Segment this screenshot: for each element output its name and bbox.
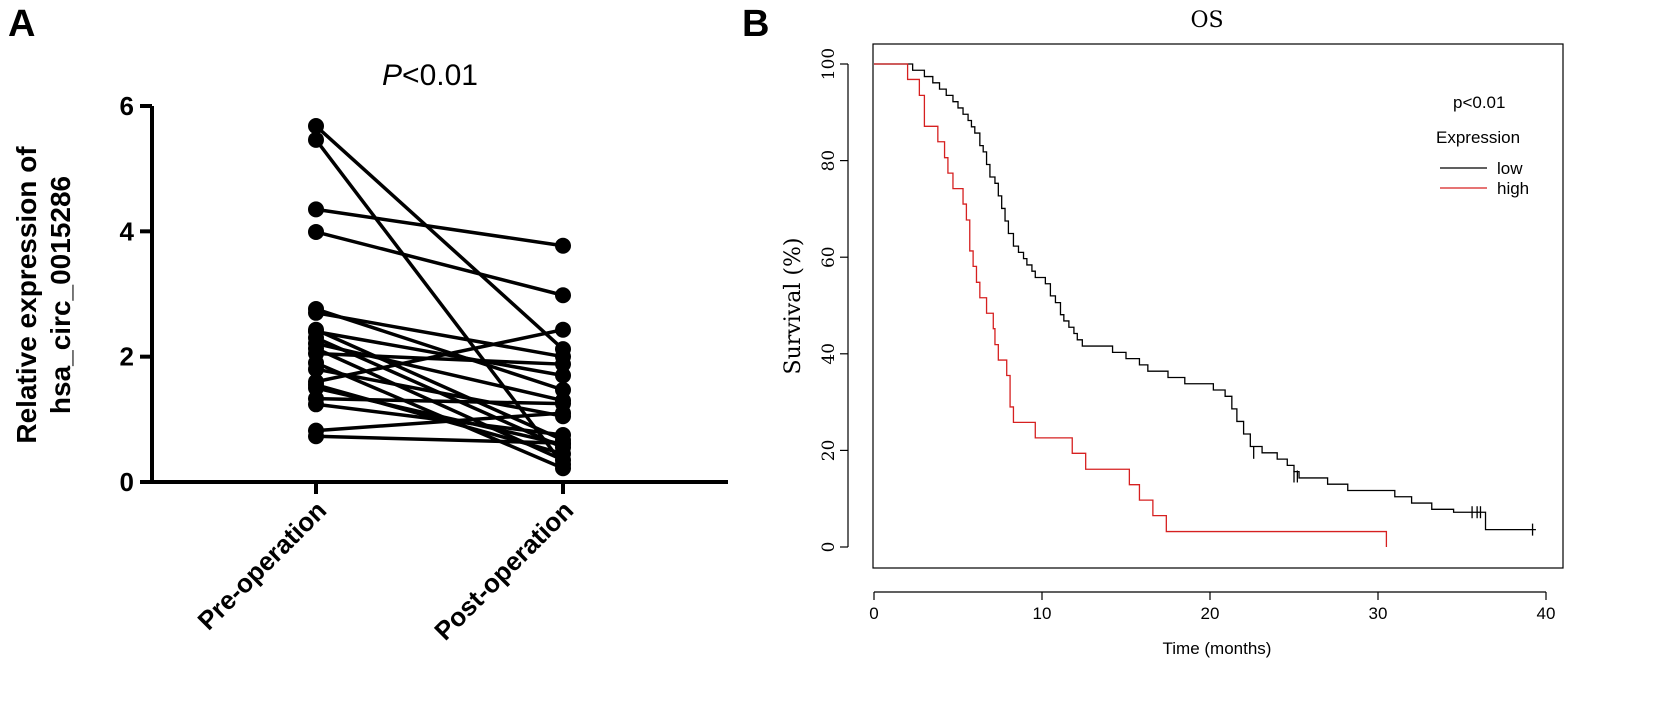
chart-b-y-tick-label: 80	[819, 150, 839, 172]
legend-label-high: high	[1497, 179, 1529, 198]
pre-operation-point	[308, 131, 324, 148]
chart-b-curves	[874, 63, 1536, 547]
chart-b-xlabel: Time (months)	[1163, 639, 1272, 658]
post-operation-point	[555, 405, 571, 422]
chart-b-y-tick-label: 60	[819, 246, 839, 268]
chart-b-p-value: p<0.01	[1453, 93, 1505, 112]
chart-a-title: P<0.01	[382, 59, 478, 92]
pair-line	[315, 328, 564, 442]
chart-b-y-tick-label: 100	[819, 48, 839, 80]
chart-b-x-tick-label: 0	[869, 604, 878, 623]
chart-b-x-tick-label: 40	[1537, 604, 1556, 623]
chart-a-ylabel-line2: hsa_circ_0015286	[45, 176, 76, 414]
pair-line	[315, 386, 564, 447]
legend-label-low: low	[1497, 159, 1523, 178]
post-operation-point	[555, 321, 571, 338]
chart-a-category-label: Pre-operation	[192, 495, 333, 636]
chart-a-category-label: Post-operation	[428, 495, 579, 646]
km-curve-high	[874, 63, 1388, 547]
pre-operation-point	[308, 304, 324, 321]
pair-line	[315, 230, 564, 297]
chart-b-x-tick-label: 10	[1033, 604, 1052, 623]
pre-operation-point	[308, 428, 324, 445]
pre-operation-point	[308, 396, 324, 413]
pre-operation-point	[308, 223, 324, 240]
chart-a-ylabel: Relative expression of hsa_circ_0015286	[11, 146, 76, 444]
pair-line	[315, 329, 564, 378]
pre-operation-point	[308, 118, 324, 135]
post-operation-point	[555, 460, 571, 477]
chart-b-title: OS	[1190, 8, 1223, 33]
post-operation-point	[555, 367, 571, 384]
km-curve-low	[874, 63, 1536, 531]
pair-line	[314, 138, 565, 466]
pair-line	[315, 402, 564, 437]
chart-b-x-tick-label: 20	[1201, 604, 1220, 623]
chart-a-axes: 0 2 4 6	[120, 91, 728, 497]
pair-line	[315, 367, 564, 418]
chart-a-ylabel-line1: Relative expression of	[11, 146, 42, 444]
pair-line	[315, 341, 564, 403]
pair-line	[315, 351, 564, 366]
pair-line	[314, 124, 565, 351]
chart-a-category-labels: Pre-operation Post-operation	[192, 495, 580, 646]
chart-a-pair-lines	[314, 124, 565, 470]
pair-line	[315, 411, 564, 433]
chart-a-y-tick-label: 2	[120, 342, 134, 372]
chart-a-title-rest: <0.01	[402, 59, 478, 92]
pre-operation-point	[308, 201, 324, 218]
panel-letter-b: B	[742, 3, 769, 45]
chart-a-points	[308, 118, 571, 477]
pair-line	[315, 434, 564, 445]
post-operation-point	[555, 435, 571, 452]
chart-b-y-tick-label: 20	[819, 440, 839, 462]
chart-a-y-tick-label: 4	[120, 216, 135, 246]
pair-line	[315, 328, 564, 384]
chart-a-y-tick-label: 6	[120, 91, 134, 121]
chart-b-plot-frame	[872, 43, 1564, 569]
chart-b-ylabel: Survival (%)	[781, 238, 806, 375]
chart-b-x-tick-label: 30	[1369, 604, 1388, 623]
post-operation-point	[555, 356, 571, 373]
chart-b-y-tick-label: 0	[819, 542, 839, 553]
chart-b-legend-title: Expression	[1436, 128, 1520, 147]
chart-b-axes: 0 20 40 60 80 100 0 10 20 30 40	[819, 48, 1555, 623]
pair-line	[315, 311, 564, 359]
pair-line	[315, 207, 564, 248]
pre-operation-point	[308, 361, 324, 378]
pair-line	[315, 396, 564, 406]
pair-line	[315, 307, 564, 392]
chart-b-legend: p<0.01 Expression low high	[1436, 93, 1529, 198]
chart-a-y-tick-label: 0	[120, 467, 134, 497]
panel-letter-a: A	[8, 3, 35, 45]
chart-b-y-tick-label: 40	[819, 343, 839, 365]
post-operation-point	[555, 287, 571, 304]
chart-a-title-p: P	[382, 59, 402, 92]
post-operation-point	[555, 237, 571, 254]
